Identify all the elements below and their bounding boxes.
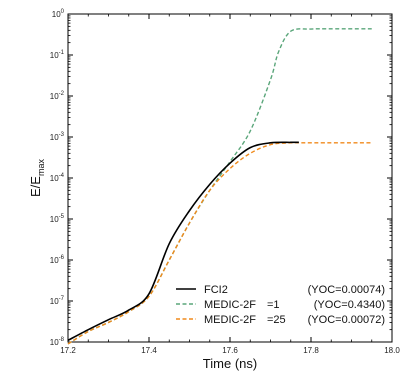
y-tick-label: 10-5 bbox=[50, 214, 65, 224]
legend: FCI2 (YOC=0.00074) MEDIC-2F =1 (YOC=0.4340) M… bbox=[176, 284, 385, 326]
legend-series-note: (YOC=0.00072) bbox=[308, 314, 385, 326]
legend-series-label: MEDIC-2F bbox=[204, 314, 256, 326]
y-tick-label: 10-8 bbox=[50, 337, 65, 347]
x-tick-label: 18.0 bbox=[384, 346, 400, 355]
x-tick-label: 17.4 bbox=[141, 346, 157, 355]
y-tick-label: 10-7 bbox=[50, 296, 65, 306]
x-tick-labels: 17.2 17.4 17.6 17.8 18.0 bbox=[60, 346, 400, 355]
x-tick-label: 17.8 bbox=[303, 346, 319, 355]
y-axis-label: E/Emax bbox=[28, 159, 46, 197]
legend-series-label: MEDIC-2F bbox=[204, 299, 256, 311]
y-tick-label: 10-4 bbox=[50, 173, 65, 183]
legend-series-note: (YOC=0.00074) bbox=[308, 284, 385, 296]
legend-series-param: =25 bbox=[267, 314, 286, 326]
series-line-fci2 bbox=[67, 141, 299, 342]
series-line-medic-2f-1 bbox=[67, 28, 372, 345]
legend-series-note: (YOC=0.4340) bbox=[314, 299, 385, 311]
y-tick-label: 10-1 bbox=[50, 50, 65, 60]
x-axis-label: Time (ns) bbox=[203, 356, 257, 371]
x-tick-label: 17.6 bbox=[222, 346, 238, 355]
y-tick-label: 10-6 bbox=[50, 255, 65, 265]
y-axis-label-subscript: max bbox=[36, 159, 46, 177]
y-tick-labels: 10-8 10-7 10-6 10-5 10-4 10-3 10-2 10-1 100 bbox=[50, 9, 65, 347]
y-tick-label: 100 bbox=[52, 9, 65, 19]
plot-area: 17.2 17.4 17.6 17.8 18.0 10-810-710-610-510-… bbox=[50, 9, 401, 355]
major-ticks bbox=[67, 13, 393, 343]
legend-series-label: FCI2 bbox=[204, 284, 228, 296]
legend-series-param: =1 bbox=[267, 299, 280, 311]
y-tick-label: 10-3 bbox=[50, 132, 65, 142]
series-lines bbox=[67, 28, 372, 345]
y-axis-label-main: E/E bbox=[28, 176, 43, 197]
x-tick-label: 17.2 bbox=[60, 346, 76, 355]
y-tick-label: 10-2 bbox=[50, 91, 65, 101]
minor-ticks bbox=[67, 14, 393, 342]
